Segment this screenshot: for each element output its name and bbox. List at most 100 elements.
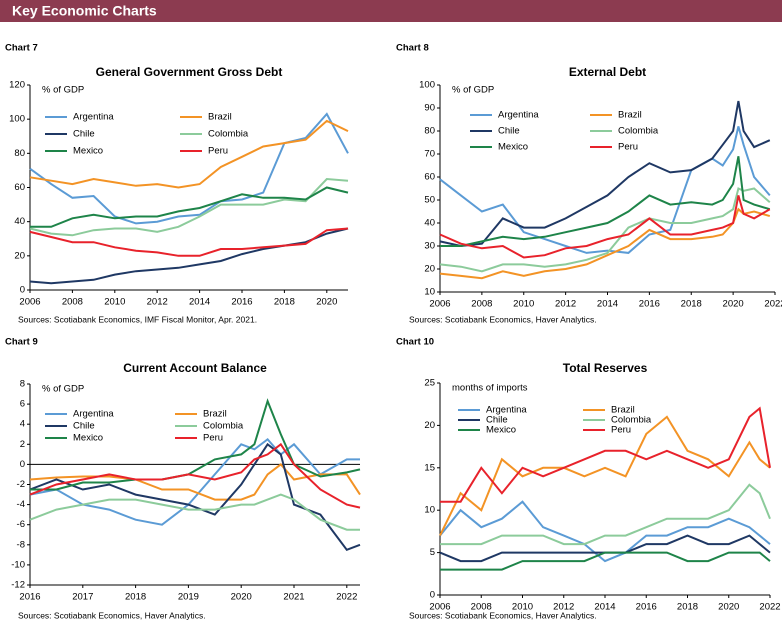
- y-tick-label: 60: [424, 172, 435, 183]
- chart-title: Total Reserves: [563, 361, 648, 375]
- legend-label: Peru: [208, 146, 228, 157]
- header-bar: [0, 0, 782, 22]
- x-tick-label: 2020: [723, 299, 744, 310]
- x-tick-label: 2010: [512, 602, 533, 613]
- x-tick-label: 2018: [677, 602, 698, 613]
- x-tick-label: 2016: [639, 299, 660, 310]
- x-tick-label: 2018: [125, 592, 146, 603]
- series-line: [439, 187, 771, 273]
- y-tick-label: 120: [9, 80, 25, 91]
- x-tick-label: 2012: [555, 299, 576, 310]
- source-note: Sources: Scotiabank Economics, Haver Ana…: [409, 610, 597, 620]
- y-tick-label: 20: [424, 420, 435, 431]
- series-line: [440, 551, 771, 571]
- series-line: [29, 177, 349, 237]
- y-tick-label: 40: [424, 218, 435, 229]
- y-tick-label: 2: [20, 439, 25, 450]
- legend-label: Peru: [618, 142, 638, 153]
- y-tick-label: 0: [20, 285, 25, 296]
- series-line: [30, 186, 349, 228]
- y-tick-label: 4: [20, 419, 25, 430]
- series-line: [439, 195, 771, 259]
- legend-label: Brazil: [611, 405, 635, 416]
- y-tick-label: 15: [424, 462, 435, 473]
- legend-label: Mexico: [73, 146, 103, 157]
- series-line: [29, 227, 349, 257]
- legend-label: Peru: [203, 433, 223, 444]
- chart-title: General Government Gross Debt: [96, 65, 283, 79]
- y-tick-label: 90: [424, 103, 435, 114]
- legend-label: Peru: [611, 425, 631, 436]
- x-tick-label: 2022: [336, 592, 357, 603]
- chart-label: Chart 9: [5, 337, 38, 348]
- series-line: [29, 119, 349, 189]
- header-title: Key Economic Charts: [12, 3, 157, 19]
- x-tick-label: 2008: [62, 297, 83, 308]
- y-axis-label: % of GDP: [42, 384, 84, 395]
- y-tick-label: -10: [11, 559, 25, 570]
- legend-label: Chile: [73, 421, 95, 432]
- y-tick-label: 30: [424, 241, 435, 252]
- y-tick-label: 50: [424, 195, 435, 206]
- legend-label: Chile: [486, 415, 508, 426]
- x-tick-label: 2016: [231, 297, 252, 308]
- series-line: [439, 100, 771, 248]
- x-tick-label: 2020: [316, 297, 337, 308]
- chart-label: Chart 7: [5, 43, 38, 54]
- source-note: Sources: Scotiabank Economics, Haver Ana…: [409, 314, 597, 324]
- series-line: [440, 406, 771, 503]
- legend-label: Brazil: [618, 110, 642, 121]
- legend-label: Mexico: [498, 142, 528, 153]
- x-tick-label: 2016: [19, 592, 40, 603]
- x-tick-label: 2012: [553, 602, 574, 613]
- legend-label: Brazil: [203, 409, 227, 420]
- legend-label: Colombia: [203, 421, 244, 432]
- legend-label: Chile: [498, 126, 520, 137]
- y-tick-label: -2: [17, 479, 25, 490]
- y-tick-label: -12: [11, 580, 25, 591]
- y-tick-label: 8: [20, 379, 25, 390]
- series-line: [439, 126, 771, 254]
- y-tick-label: 80: [424, 126, 435, 137]
- x-tick-label: 2012: [147, 297, 168, 308]
- legend-label: Argentina: [73, 112, 114, 123]
- y-tick-label: 100: [419, 80, 435, 91]
- legend-label: Colombia: [208, 129, 249, 140]
- y-tick-label: 25: [424, 378, 435, 389]
- series-line: [440, 483, 771, 546]
- series-line: [30, 398, 361, 491]
- x-tick-label: 2018: [274, 297, 295, 308]
- x-tick-label: 2022: [764, 299, 782, 310]
- y-tick-label: 5: [430, 547, 435, 558]
- chart-title: Current Account Balance: [123, 361, 267, 375]
- legend-label: Argentina: [486, 405, 527, 416]
- x-tick-label: 2008: [471, 299, 492, 310]
- y-tick-label: -8: [17, 539, 25, 550]
- x-tick-label: 2018: [681, 299, 702, 310]
- series-line: [439, 207, 771, 280]
- x-tick-label: 2008: [471, 602, 492, 613]
- x-tick-label: 2006: [429, 299, 450, 310]
- x-tick-label: 2019: [178, 592, 199, 603]
- y-tick-label: 20: [424, 264, 435, 275]
- x-tick-label: 2021: [283, 592, 304, 603]
- y-tick-label: 6: [20, 399, 25, 410]
- legend-label: Argentina: [73, 409, 114, 420]
- x-tick-label: 2020: [718, 602, 739, 613]
- series-line: [29, 493, 360, 531]
- chart-label: Chart 8: [396, 43, 429, 54]
- x-tick-label: 2006: [429, 602, 450, 613]
- chart-title: External Debt: [569, 65, 646, 79]
- legend-label: Colombia: [618, 126, 659, 137]
- legend-label: Colombia: [611, 415, 652, 426]
- y-axis-label: % of GDP: [452, 85, 494, 96]
- x-tick-label: 2016: [636, 602, 657, 613]
- series-line: [440, 156, 771, 247]
- x-tick-label: 2017: [72, 592, 93, 603]
- y-tick-label: 70: [424, 149, 435, 160]
- y-tick-label: 60: [14, 182, 25, 193]
- y-axis-label: % of GDP: [42, 85, 84, 96]
- series-line: [29, 442, 361, 509]
- legend-label: Mexico: [73, 433, 103, 444]
